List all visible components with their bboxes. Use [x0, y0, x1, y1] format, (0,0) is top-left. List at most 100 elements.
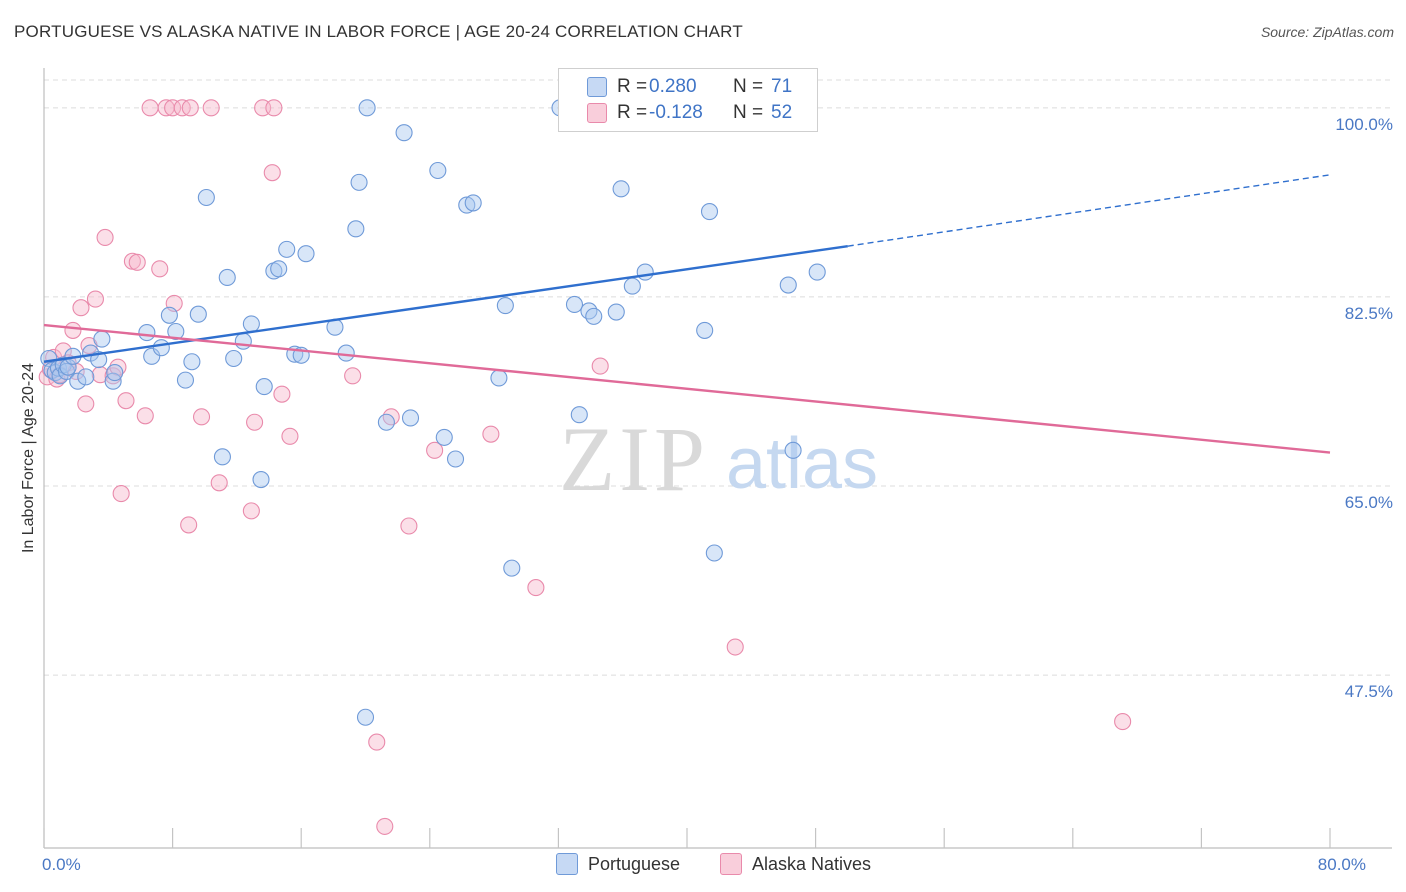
- alaska-natives-point: [96, 228, 114, 247]
- alaska-natives-point: [210, 474, 228, 492]
- portuguese-point: [565, 295, 584, 314]
- x-tick-label: 0.0%: [42, 855, 81, 874]
- portuguese-point: [705, 544, 723, 562]
- portuguese-point: [623, 277, 641, 295]
- portuguese-point: [580, 302, 598, 320]
- stats-legend: R = 0.280 N = 71 R = -0.128 N = 52: [558, 68, 818, 132]
- y-tick-label: 47.5%: [1345, 682, 1393, 701]
- portuguese-point: [784, 441, 802, 459]
- portuguese-point: [197, 188, 215, 207]
- legend-r-label: R =: [617, 76, 648, 97]
- portuguese-point: [570, 406, 588, 424]
- alaska-natives-point: [263, 164, 281, 182]
- portuguese-trend-line: [43, 244, 848, 363]
- portuguese-point: [143, 347, 161, 365]
- portuguese-point: [612, 180, 630, 198]
- portuguese-point: [358, 99, 376, 117]
- alaska-natives-point: [368, 733, 386, 751]
- legend-swatch-pink: [587, 103, 607, 123]
- portuguese-point: [183, 353, 201, 371]
- alaska-natives-trend-line: [43, 323, 1331, 454]
- alaska-natives-point: [246, 413, 264, 431]
- portuguese-point: [337, 344, 355, 362]
- portuguese-point: [347, 220, 365, 238]
- portuguese-point: [69, 372, 87, 390]
- portuguese-point: [503, 559, 521, 577]
- portuguese-point: [93, 330, 111, 348]
- portuguese-point: [167, 322, 185, 341]
- portuguese-point: [401, 409, 420, 427]
- trend-lines: [43, 174, 1331, 454]
- portuguese-point: [435, 428, 453, 446]
- portuguese-point: [297, 245, 315, 263]
- alaska-natives-points: [38, 99, 1132, 835]
- portuguese-point: [218, 268, 236, 287]
- legend-swatch-portuguese: [556, 853, 578, 875]
- portuguese-point: [779, 276, 797, 294]
- chart-title: PORTUGUESE VS ALASKA NATIVE IN LABOR FOR…: [14, 22, 743, 41]
- alaska-natives-point: [164, 99, 182, 117]
- alaska-natives-point: [202, 99, 220, 117]
- portuguese-point: [607, 303, 625, 321]
- x-tick-label: 80.0%: [1318, 855, 1366, 874]
- portuguese-point: [808, 263, 826, 281]
- portuguese-point: [496, 297, 514, 315]
- portuguese-point: [270, 260, 288, 278]
- legend-n-value: 71: [771, 76, 793, 97]
- alaska-natives-point: [117, 392, 135, 410]
- watermark-atlas: atlas: [726, 424, 878, 504]
- alaska-natives-point: [181, 99, 199, 117]
- portuguese-point: [636, 263, 654, 281]
- alaska-natives-point: [265, 99, 283, 117]
- y-tick-label: 100.0%: [1335, 115, 1393, 134]
- grid-layer: [44, 79, 1392, 676]
- portuguese-point: [252, 470, 270, 489]
- alaska-natives-point: [482, 425, 500, 443]
- portuguese-point: [356, 708, 375, 726]
- source-label: Source: ZipAtlas.com: [1260, 24, 1394, 40]
- portuguese-point: [350, 173, 368, 191]
- portuguese-point: [176, 371, 195, 389]
- alaska-natives-point: [591, 357, 609, 375]
- legend-label-portuguese: Portuguese: [588, 853, 681, 874]
- portuguese-trend-extension: [847, 174, 1331, 247]
- portuguese-point: [255, 378, 273, 396]
- portuguese-point: [225, 349, 243, 368]
- portuguese-point: [696, 321, 714, 339]
- portuguese-point: [160, 306, 178, 324]
- portuguese-point: [458, 196, 476, 214]
- alaska-natives-point: [64, 321, 82, 339]
- portuguese-point: [377, 413, 395, 431]
- alaska-natives-point: [112, 485, 130, 503]
- alaska-natives-point: [382, 408, 400, 426]
- portuguese-point: [234, 332, 252, 350]
- portuguese-point: [104, 372, 122, 390]
- portuguese-point: [446, 450, 465, 468]
- alaska-natives-point: [400, 517, 418, 535]
- portuguese-point: [138, 324, 156, 342]
- portuguese-point: [106, 364, 124, 382]
- axis-layer: [43, 68, 1392, 849]
- watermark-zip: ZIP: [559, 408, 709, 510]
- alaska-natives-point: [151, 260, 169, 278]
- alaska-natives-point: [527, 579, 545, 597]
- legend-r-label: R =: [617, 102, 648, 123]
- portuguese-point: [213, 448, 231, 466]
- portuguese-point: [77, 368, 95, 386]
- alaska-natives-point: [242, 502, 260, 520]
- watermark: ZIP atlas: [559, 408, 878, 510]
- alaska-natives-point: [72, 299, 90, 317]
- alaska-natives-point: [726, 638, 744, 656]
- alaska-natives-point: [136, 407, 154, 425]
- legend-swatch-blue: [587, 77, 607, 97]
- legend-label-alaska-natives: Alaska Natives: [752, 853, 872, 874]
- legend-r-value: 0.280: [649, 76, 697, 97]
- legend-swatch-alaska-natives: [720, 853, 742, 875]
- legend-n-label: N =: [733, 102, 764, 123]
- portuguese-point: [464, 194, 482, 212]
- portuguese-point: [395, 124, 413, 142]
- legend-n-label: N =: [733, 76, 764, 97]
- alaska-natives-point: [1114, 713, 1132, 731]
- alaska-natives-point: [426, 441, 444, 459]
- alaska-natives-point: [376, 817, 394, 835]
